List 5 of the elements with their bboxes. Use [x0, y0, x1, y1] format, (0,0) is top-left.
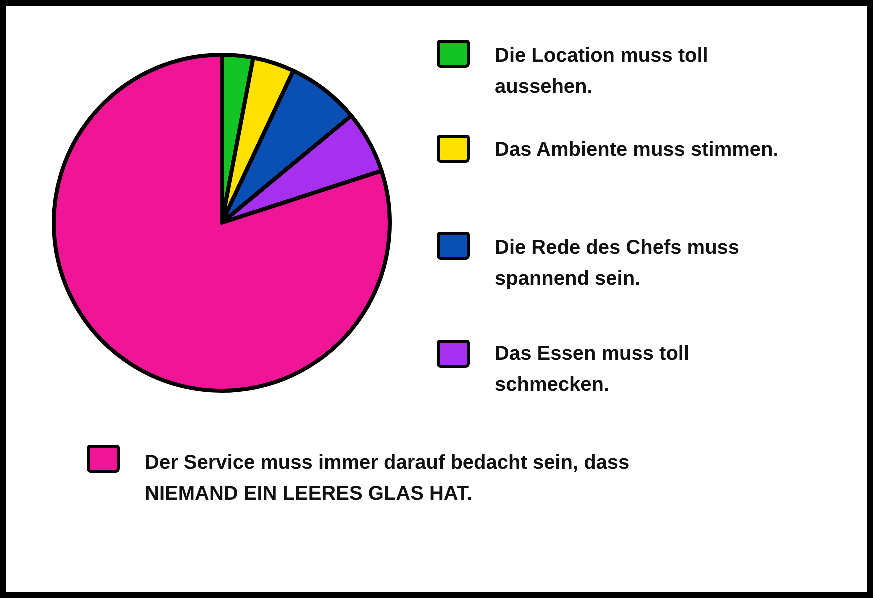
legend-label: Die Location muss toll aussehen. — [495, 44, 710, 100]
legend-label: Das Ambiente muss stimmen. — [495, 138, 780, 163]
legend-label: Die Rede des Chefs muss spannend sein. — [495, 236, 741, 292]
legend-label: Der Service muss immer darauf bedacht sein, dass NIEMAND EIN LEERES GLAS HAT. — [145, 451, 631, 507]
legend-label: Das Essen muss toll schmecken. — [495, 342, 691, 398]
